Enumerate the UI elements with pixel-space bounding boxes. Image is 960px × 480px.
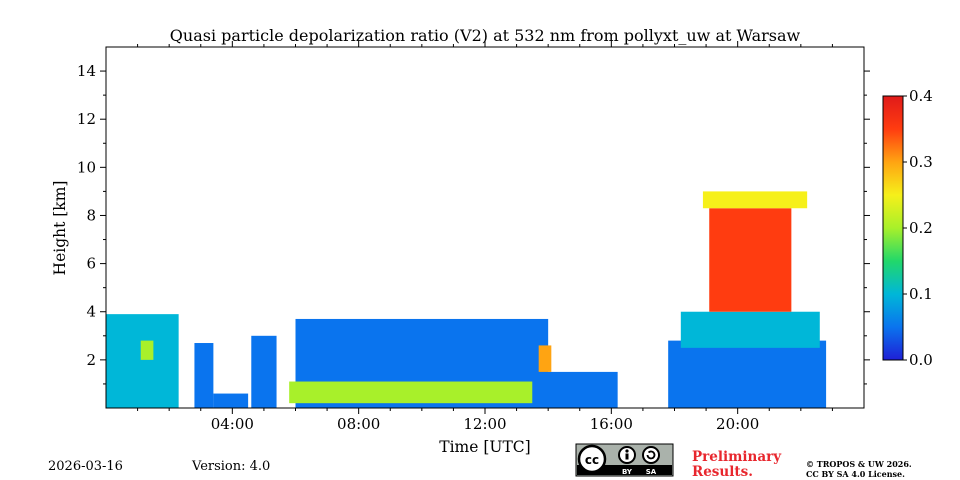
- y-tick-label: 8: [86, 206, 96, 224]
- y-axis: 2 4 6 8 10 12 14: [77, 62, 870, 385]
- region-gap-column-1: [194, 343, 214, 408]
- plot-area: [106, 47, 864, 408]
- x-tick-label: 16:00: [590, 415, 633, 433]
- colorbar-tick-label: 0.0: [909, 351, 933, 369]
- y-axis-label: Height [km]: [51, 181, 69, 276]
- copyright-line-2: CC BY SA 4.0 License.: [806, 469, 905, 479]
- footer-version: Version: 4.0: [191, 459, 270, 474]
- colorbar-tick-label: 0.1: [909, 285, 933, 303]
- x-tick-label: 04:00: [211, 415, 254, 433]
- region-day-surface-green-band: [289, 381, 533, 404]
- colorbar-tick-label: 0.4: [909, 87, 933, 105]
- region-evening-cloud: [709, 208, 792, 312]
- footer-date: 2026-03-16: [48, 459, 123, 474]
- y-tick-label: 14: [77, 62, 96, 80]
- cc-text: cc: [585, 453, 599, 467]
- y-tick-label: 6: [86, 255, 96, 273]
- region-evening-mid-layer: [680, 311, 820, 348]
- region-orange-spot: [538, 345, 552, 372]
- y-tick-label: 10: [77, 158, 96, 176]
- region-column-before-noon: [251, 335, 277, 408]
- sa-label: SA: [646, 468, 657, 476]
- x-axis: 04:00 08:00 12:00 16:00 20:00: [137, 41, 833, 433]
- x-axis-label: Time [UTC]: [439, 438, 530, 456]
- region-surface-dim-1: [213, 393, 249, 408]
- y-tick-label: 12: [77, 110, 96, 128]
- preliminary-line-2: Results.: [692, 464, 753, 480]
- region-evening-base: [668, 340, 827, 408]
- share-alike-icon: [642, 446, 660, 464]
- x-tick-label: 20:00: [716, 415, 759, 433]
- y-tick-label: 2: [86, 351, 96, 369]
- cc-license-badge: cc BY SA: [575, 443, 674, 477]
- region-early-dust-patch: [140, 340, 154, 360]
- x-tick-label: 12:00: [463, 415, 506, 433]
- preliminary-line-1: Preliminary: [692, 449, 782, 465]
- by-label: BY: [622, 468, 633, 476]
- cc-icon: [577, 444, 607, 474]
- colorbar: 0.0 0.1 0.2 0.3 0.4: [882, 87, 933, 369]
- chart-title: Quasi particle depolarization ratio (V2)…: [170, 26, 801, 45]
- region-afternoon-layer: [532, 371, 618, 408]
- y-tick-label: 4: [86, 303, 96, 321]
- region-early-aerosol-layer: [106, 314, 179, 408]
- x-tick-label: 08:00: [337, 415, 380, 433]
- region-evening-cloud-edge: [702, 191, 808, 209]
- colorbar-tick-label: 0.2: [909, 219, 933, 237]
- colorbar-scale: [882, 95, 904, 361]
- colorbar-tick-label: 0.3: [909, 153, 933, 171]
- copyright-line-1: © TROPOS & UW 2026.: [806, 459, 912, 469]
